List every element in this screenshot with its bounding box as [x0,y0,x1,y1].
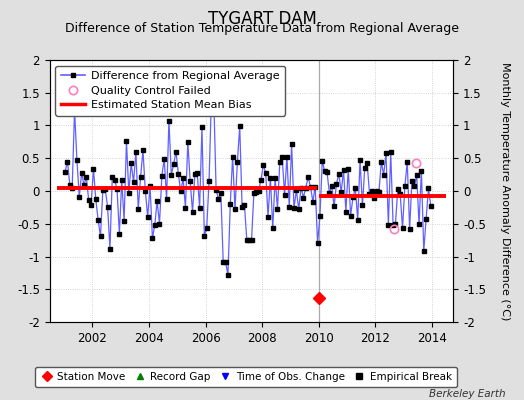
Y-axis label: Monthly Temperature Anomaly Difference (°C): Monthly Temperature Anomaly Difference (… [500,62,510,320]
Legend: Difference from Regional Average, Quality Control Failed, Estimated Station Mean: Difference from Regional Average, Qualit… [56,66,285,116]
Text: TYGART DAM: TYGART DAM [208,10,316,28]
Text: Difference of Station Temperature Data from Regional Average: Difference of Station Temperature Data f… [65,22,459,35]
Legend: Station Move, Record Gap, Time of Obs. Change, Empirical Break: Station Move, Record Gap, Time of Obs. C… [35,367,457,387]
Text: Berkeley Earth: Berkeley Earth [429,389,506,399]
